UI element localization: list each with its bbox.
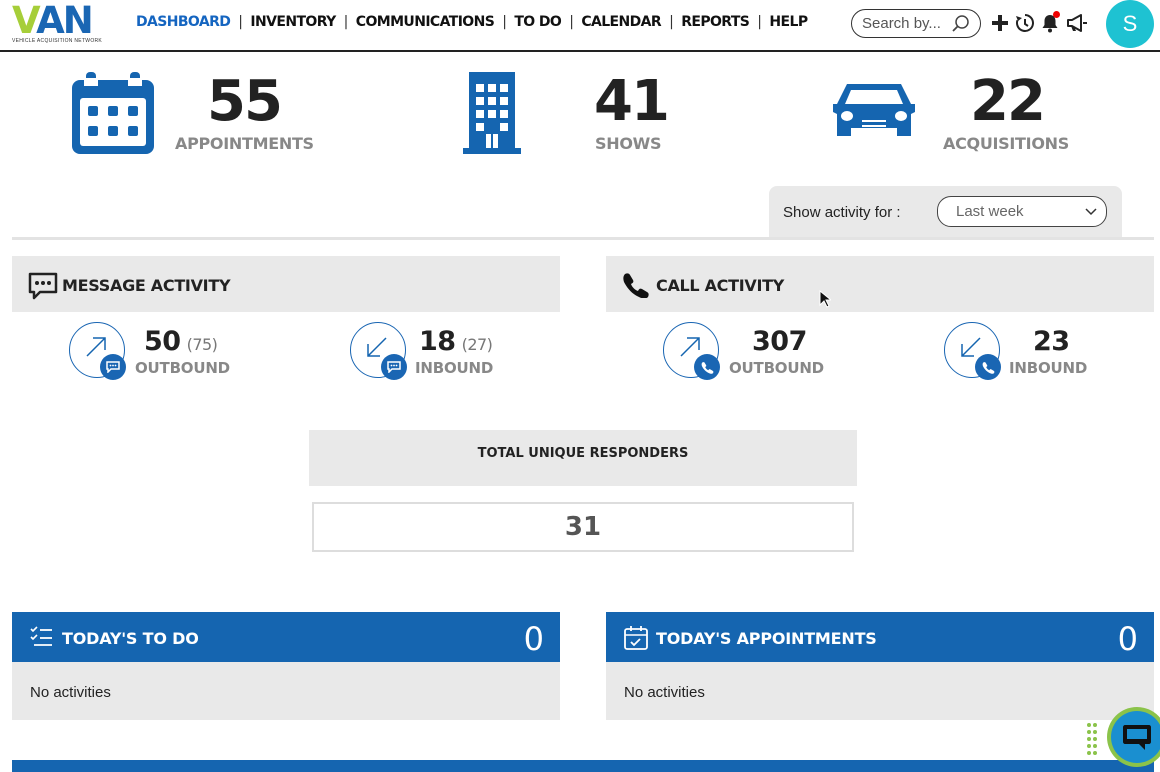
phone-badge	[975, 354, 1001, 380]
building-icon	[463, 72, 521, 154]
calendar-check-icon	[624, 626, 648, 650]
logo-mark: VAN	[12, 0, 94, 42]
message-badge	[381, 354, 407, 380]
appointments-header[interactable]: TODAY'S APPOINTMENTS 0	[606, 612, 1154, 662]
outbound-circle	[69, 322, 125, 378]
search-placeholder: Search by...	[862, 15, 941, 32]
nav-dashboard[interactable]: DASHBOARD	[136, 14, 231, 30]
section-divider	[12, 237, 1154, 240]
total-responders-header: TOTAL UNIQUE RESPONDERS	[309, 430, 857, 486]
message-outbound-metric: 50 (75) OUTBOUND	[69, 322, 269, 382]
message-outbound-total: (75)	[186, 335, 218, 354]
nav-inventory[interactable]: INVENTORY	[250, 14, 336, 30]
inbound-circle	[350, 322, 406, 378]
arrow-down-left-icon	[367, 337, 387, 357]
appointments-count-today: 0	[1117, 620, 1138, 658]
plus-icon[interactable]	[990, 13, 1010, 33]
shows-count: 41	[594, 69, 670, 134]
car-icon	[833, 84, 915, 136]
call-inbound-label: INBOUND	[1009, 359, 1088, 377]
nav-communications[interactable]: COMMUNICATIONS	[355, 14, 495, 30]
message-activity-header: MESSAGE ACTIVITY	[12, 256, 560, 312]
message-inbound-total: (27)	[461, 335, 493, 354]
search-input[interactable]: Search by...	[851, 9, 981, 38]
outbound-circle	[663, 322, 719, 378]
drag-handle-icon[interactable]	[1086, 722, 1098, 756]
call-inbound-value: 23	[1033, 326, 1070, 357]
nav-reports[interactable]: REPORTS	[681, 14, 750, 30]
appointments-label: APPOINTMENTS	[175, 134, 314, 153]
chat-button[interactable]	[1107, 707, 1160, 767]
next-section-header	[12, 760, 1154, 772]
mouse-cursor-icon	[819, 290, 831, 308]
logo-subtitle: VEHICLE ACQUISITION NETWORK	[12, 38, 103, 44]
search-icon[interactable]	[952, 15, 970, 33]
message-outbound-value: 50 (75)	[144, 326, 218, 357]
chat-button-inner	[1111, 711, 1160, 763]
message-icon	[106, 361, 120, 373]
notification-dot	[1053, 11, 1060, 18]
nav-separator: |	[757, 14, 762, 30]
call-outbound-label: OUTBOUND	[729, 359, 824, 377]
call-outbound-metric: 307 OUTBOUND	[663, 322, 863, 382]
appointments-empty-message: No activities	[606, 662, 1154, 720]
nav-separator: |	[669, 14, 674, 30]
message-badge	[100, 354, 126, 380]
todo-title: TODAY'S TO DO	[62, 629, 199, 648]
bell-icon	[1042, 15, 1058, 33]
nav-separator: |	[238, 14, 243, 30]
acquisitions-label: ACQUISITIONS	[943, 134, 1069, 153]
top-header: VAN VEHICLE ACQUISITION NETWORK DASHBOAR…	[0, 0, 1160, 52]
user-avatar[interactable]: S	[1106, 0, 1154, 48]
van-logo[interactable]: VAN VEHICLE ACQUISITION NETWORK	[12, 0, 112, 44]
message-inbound-label: INBOUND	[415, 359, 494, 377]
appointments-count: 55	[207, 69, 283, 134]
message-activity-title: MESSAGE ACTIVITY	[62, 276, 231, 295]
arrow-up-right-icon	[680, 337, 700, 357]
call-activity-title: CALL ACTIVITY	[656, 276, 785, 295]
calendar-icon	[72, 72, 154, 154]
chevron-down-icon	[1085, 208, 1097, 216]
call-inbound-metric: 23 INBOUND	[944, 322, 1144, 382]
nav-help[interactable]: HELP	[769, 14, 808, 30]
todo-count: 0	[523, 620, 544, 658]
appointments-title: TODAY'S APPOINTMENTS	[656, 629, 877, 648]
call-activity-header: CALL ACTIVITY	[606, 256, 1154, 312]
inbound-circle	[944, 322, 1000, 378]
todo-header[interactable]: TODAY'S TO DO 0	[12, 612, 560, 662]
nav-todo[interactable]: TO DO	[514, 14, 562, 30]
todo-empty-message: No activities	[12, 662, 560, 720]
message-icon	[28, 272, 58, 300]
nav-separator: |	[502, 14, 507, 30]
phone-badge	[694, 354, 720, 380]
total-responders-value: 31	[312, 502, 854, 552]
message-icon	[387, 361, 401, 373]
history-icon[interactable]	[1015, 13, 1035, 33]
nav-calendar[interactable]: CALENDAR	[581, 14, 662, 30]
activity-filter: Show activity for : Last week	[769, 186, 1122, 238]
selected-period: Last week	[956, 203, 1024, 220]
notifications-button[interactable]	[1040, 11, 1060, 33]
checklist-icon	[30, 626, 52, 646]
nav-separator: |	[569, 14, 574, 30]
nav-separator: |	[343, 14, 349, 30]
message-inbound-value: 18 (27)	[419, 326, 493, 357]
message-outbound-label: OUTBOUND	[135, 359, 230, 377]
shows-label: SHOWS	[595, 134, 662, 153]
call-outbound-value: 307	[752, 326, 807, 357]
phone-icon	[623, 273, 649, 298]
arrow-up-right-icon	[86, 337, 106, 357]
arrow-down-left-icon	[961, 337, 981, 357]
activity-period-select[interactable]: Last week	[937, 196, 1107, 227]
main-nav: DASHBOARD | INVENTORY | COMMUNICATIONS |…	[136, 14, 808, 30]
message-inbound-metric: 18 (27) INBOUND	[350, 322, 550, 382]
phone-icon	[982, 361, 994, 374]
phone-icon	[701, 361, 713, 374]
acquisitions-count: 22	[970, 69, 1046, 134]
chat-icon	[1123, 725, 1151, 750]
megaphone-icon[interactable]	[1066, 13, 1088, 33]
filter-label: Show activity for :	[783, 204, 901, 221]
